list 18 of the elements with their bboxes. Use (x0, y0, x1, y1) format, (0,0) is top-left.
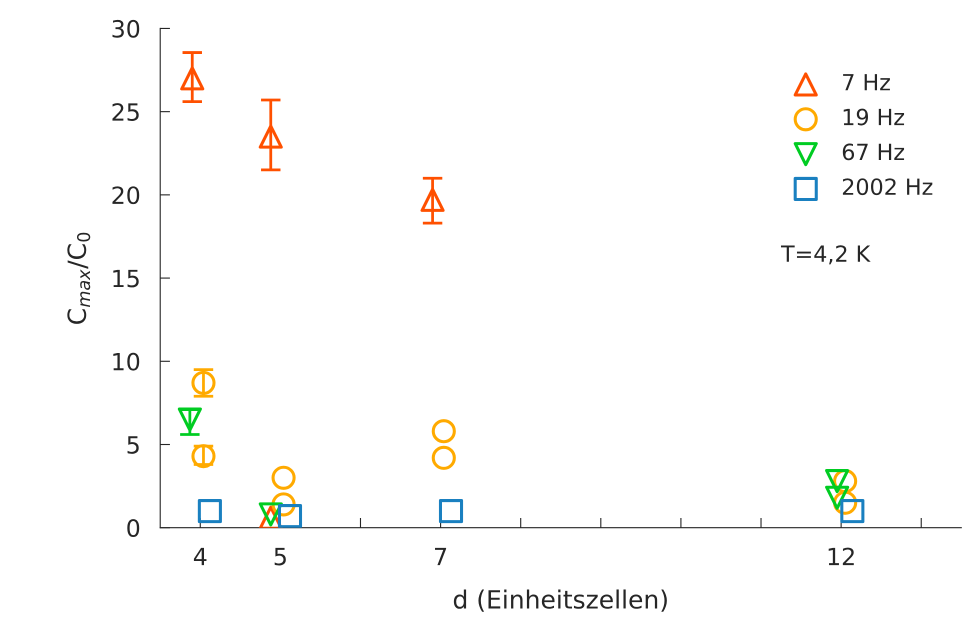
annotation: T=4,2 K (780, 245, 871, 264)
y-tick-label: 30 (112, 20, 140, 38)
y-tick-label: 0 (127, 519, 140, 538)
y-tick-label: 10 (113, 352, 140, 371)
legend-label: 7 Hz (843, 74, 890, 90)
x-tick-label: 7 (435, 548, 446, 566)
y-tick-label: 25 (112, 103, 139, 121)
legend-label: 19 Hz (844, 108, 904, 126)
y-tick-label: 5 (128, 436, 139, 454)
x-tick-label: 5 (274, 548, 286, 566)
x-tick-label: 4 (194, 548, 206, 566)
x-tick-label: 12 (828, 548, 854, 566)
legend-label: 2002 Hz (842, 178, 932, 196)
x-axis-title: d (Einheitszellen) (454, 589, 667, 612)
y-tick-label: 15 (113, 270, 139, 288)
legend-label: 67 Hz (842, 143, 904, 160)
y-tick-label: 20 (112, 186, 140, 204)
y-axis-title: C$_{max}$/C$_{0}$ (67, 232, 90, 324)
